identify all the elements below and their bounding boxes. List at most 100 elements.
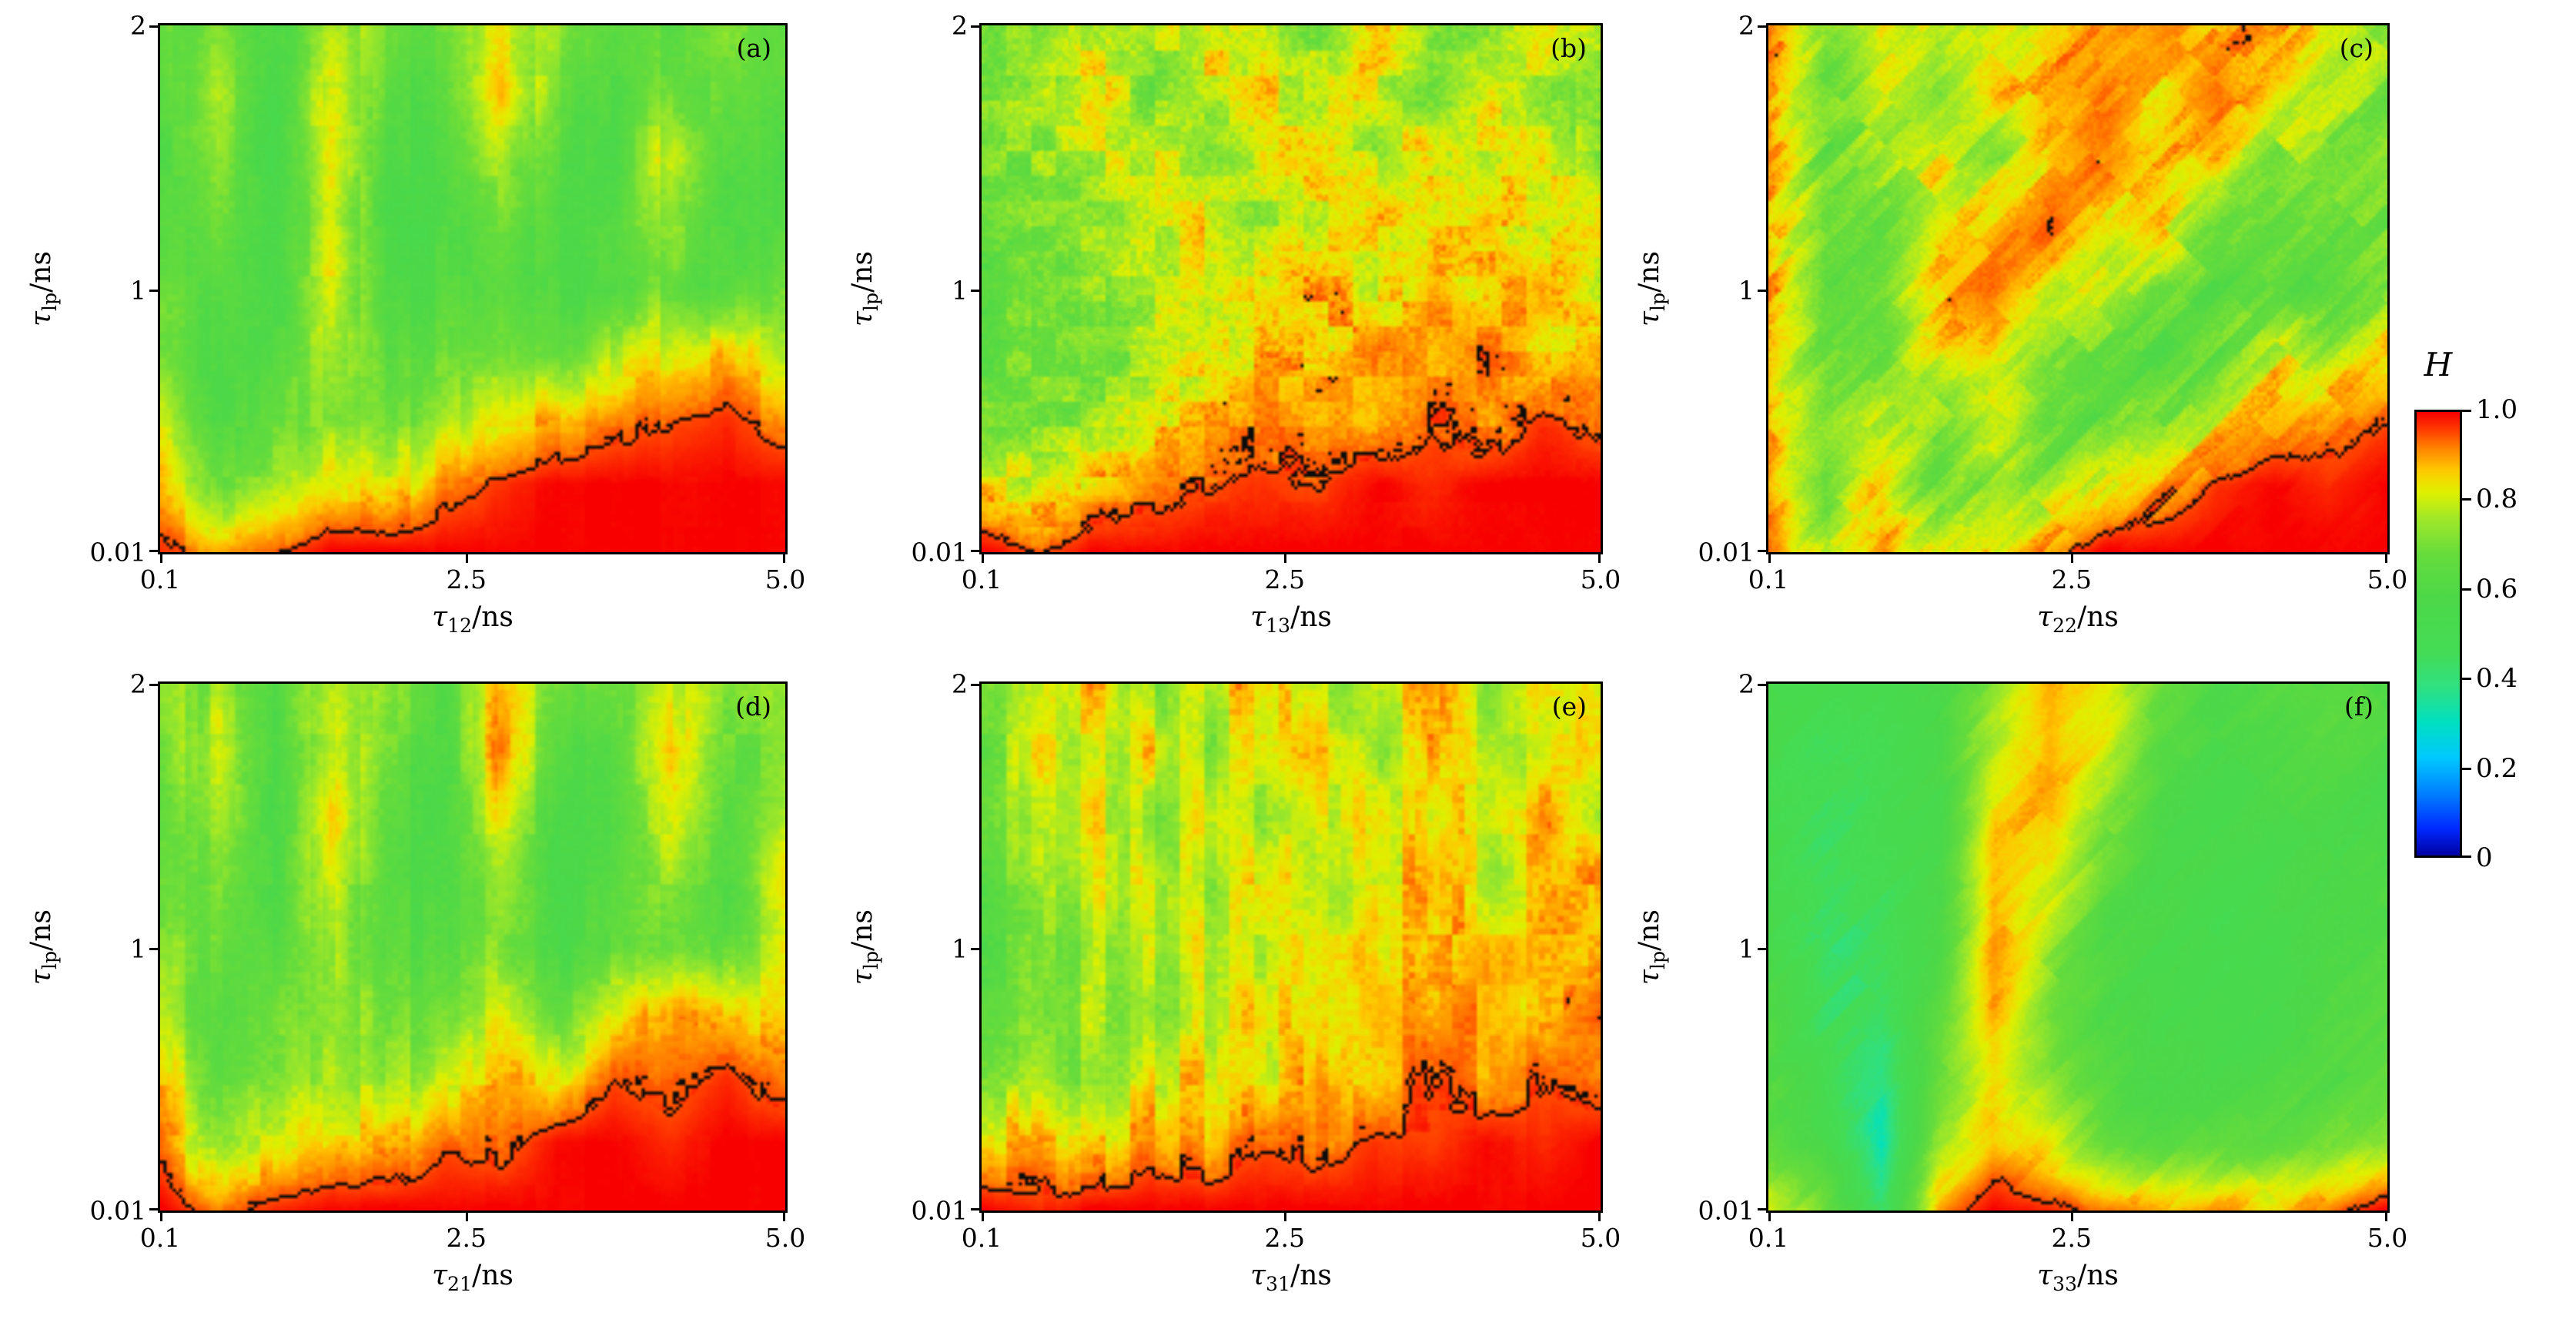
y-tick-label: 0.01 — [89, 1195, 146, 1226]
heatmap-panel-c: (c) 0.1 2.5 5.0 2 1 0.01 τ22/ns τlp/ns — [1634, 11, 2407, 638]
x-tick-mark — [465, 552, 468, 563]
heatmap-canvas — [1768, 684, 2387, 1210]
x-tick-label: 5.0 — [1580, 564, 1621, 594]
x-tick-label: 2.5 — [446, 1223, 487, 1253]
y-tick-label: 1 — [130, 933, 146, 964]
x-tick-mark — [1598, 552, 1601, 563]
colorbar: H 1.0 0.8 0.6 0.4 0.2 0 — [2414, 346, 2517, 873]
x-tick-mark — [2070, 552, 2073, 563]
colorbar-tick-label: 0.8 — [2476, 484, 2518, 515]
heatmap-panel-f: (f) 0.1 2.5 5.0 2 1 0.01 τ33/ns τlp/ns — [1634, 669, 2407, 1296]
y-axis-label: τlp/ns — [846, 251, 883, 326]
y-tick-label: 1 — [130, 275, 146, 306]
y-tick-label: 2 — [952, 10, 968, 41]
panel-letter: (f) — [2344, 691, 2374, 722]
colorbar-tick-mark — [2462, 856, 2471, 858]
y-tick-mark — [149, 684, 160, 686]
heatmap-canvas — [160, 25, 785, 552]
y-axis-label: τlp/ns — [25, 909, 62, 985]
x-tick-mark — [160, 1210, 162, 1221]
y-tick-label: 0.01 — [911, 537, 968, 568]
x-tick-label: 5.0 — [2367, 1223, 2408, 1253]
y-tick-mark — [149, 25, 160, 28]
y-tick-mark — [1758, 947, 1768, 950]
x-axis-label: τ21/ns — [432, 1260, 514, 1296]
x-tick-label: 0.1 — [961, 1223, 1002, 1253]
y-tick-label: 0.01 — [1698, 1195, 1755, 1226]
y-tick-mark — [971, 1208, 982, 1210]
colorbar-tick-label: 0.2 — [2476, 752, 2518, 784]
x-tick-label: 5.0 — [764, 1223, 806, 1253]
x-tick-label: 0.1 — [1748, 564, 1789, 594]
colorbar-tick-label: 0.4 — [2476, 663, 2518, 695]
y-tick-mark — [1758, 550, 1768, 552]
y-tick-label: 0.01 — [89, 537, 146, 568]
x-tick-mark — [2385, 1210, 2387, 1221]
x-tick-label: 2.5 — [446, 564, 487, 594]
y-tick-label: 2 — [1738, 10, 1755, 41]
x-tick-mark — [2385, 552, 2387, 563]
x-tick-label: 0.1 — [961, 564, 1002, 594]
x-tick-label: 0.1 — [1748, 1223, 1789, 1253]
x-tick-mark — [160, 552, 162, 563]
x-tick-label: 5.0 — [1580, 1223, 1621, 1253]
y-tick-label: 1 — [1738, 933, 1755, 964]
panel-letter: (a) — [736, 33, 771, 63]
x-tick-label: 0.1 — [139, 564, 181, 594]
x-tick-mark — [1768, 1210, 1771, 1221]
x-tick-label: 2.5 — [1264, 1223, 1306, 1253]
panel-letter: (c) — [2339, 33, 2374, 63]
y-tick-label: 0.01 — [911, 1195, 968, 1226]
y-tick-mark — [971, 947, 982, 950]
y-tick-mark — [971, 289, 982, 292]
colorbar-tick-label: 0 — [2476, 842, 2493, 873]
x-tick-mark — [982, 552, 984, 563]
y-tick-mark — [1758, 289, 1768, 292]
colorbar-tick-label: 1.0 — [2476, 394, 2518, 425]
y-tick-mark — [149, 289, 160, 292]
colorbar-tick-mark — [2462, 767, 2471, 770]
heatmap-panel-d: (d) 0.1 2.5 5.0 2 1 0.01 τ21/ns τlp/ns — [25, 669, 805, 1296]
heatmap-canvas — [982, 25, 1601, 552]
x-tick-label: 2.5 — [2051, 564, 2093, 594]
x-tick-mark — [1283, 1210, 1286, 1221]
x-tick-mark — [982, 1210, 984, 1221]
x-tick-label: 5.0 — [764, 564, 806, 594]
y-axis-label: τlp/ns — [25, 251, 62, 326]
x-tick-mark — [783, 552, 785, 563]
y-tick-label: 1 — [952, 933, 968, 964]
x-tick-mark — [1598, 1210, 1601, 1221]
heatmap-canvas — [982, 684, 1601, 1210]
x-axis-label: τ22/ns — [2037, 601, 2119, 638]
y-tick-mark — [149, 550, 160, 552]
heatmap-panel-e: (e) 0.1 2.5 5.0 2 1 0.01 τ31/ns τlp/ns — [847, 669, 1621, 1296]
heatmap-panel-b: (b) 0.1 2.5 5.0 2 1 0.01 τ13/ns τlp/ns — [847, 11, 1621, 638]
x-axis-label: τ31/ns — [1250, 1260, 1332, 1296]
colorbar-tick-mark — [2462, 678, 2471, 681]
x-tick-mark — [1768, 552, 1771, 563]
y-tick-label: 2 — [130, 10, 146, 41]
y-tick-label: 0.01 — [1698, 537, 1755, 568]
x-tick-label: 0.1 — [139, 1223, 181, 1253]
colorbar-tick-mark — [2462, 588, 2471, 591]
x-tick-mark — [465, 1210, 468, 1221]
heatmap-canvas — [160, 684, 785, 1210]
colorbar-tick-label: 0.6 — [2476, 573, 2518, 604]
x-tick-label: 2.5 — [1264, 564, 1306, 594]
x-tick-label: 5.0 — [2367, 564, 2408, 594]
x-axis-label: τ33/ns — [2037, 1260, 2119, 1296]
y-tick-label: 1 — [952, 275, 968, 306]
y-tick-mark — [149, 1208, 160, 1210]
y-axis-label: τlp/ns — [1633, 909, 1670, 985]
y-tick-label: 2 — [952, 668, 968, 699]
y-tick-mark — [971, 25, 982, 28]
colorbar-gradient — [2414, 410, 2462, 858]
y-axis-label: τlp/ns — [846, 909, 883, 985]
y-tick-mark — [971, 550, 982, 552]
x-axis-label: τ13/ns — [1250, 601, 1332, 638]
panel-letter: (e) — [1551, 691, 1587, 722]
x-tick-label: 2.5 — [2051, 1223, 2093, 1253]
y-tick-label: 2 — [1738, 668, 1755, 699]
x-tick-mark — [2070, 1210, 2073, 1221]
colorbar-tick-mark — [2462, 498, 2471, 501]
